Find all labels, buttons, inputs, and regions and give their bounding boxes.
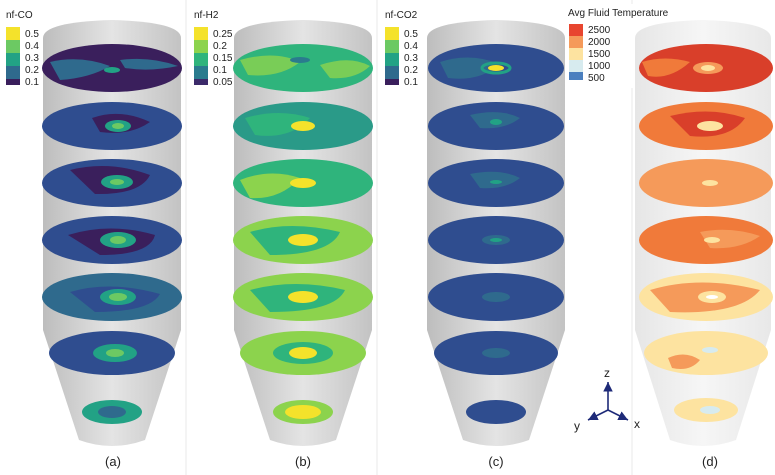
legend-c: nf-CO2 0.5 0.4 0.3 0.2 0.1: [385, 10, 418, 88]
legend-swatch: [6, 27, 20, 40]
legend-a: nf-CO 0.5 0.4 0.3 0.2 0.1: [6, 10, 39, 88]
legend-swatch: [194, 53, 208, 66]
legend-tick: 0.1: [25, 77, 39, 88]
legend-swatch: [194, 79, 208, 85]
legend-tick: 0.1: [404, 77, 418, 88]
legend-swatch: [385, 40, 399, 53]
slices-a: [42, 44, 182, 424]
x-axis-label: x: [634, 417, 640, 431]
legend-tick: 2000: [588, 37, 611, 48]
legend-swatch: [194, 40, 208, 53]
panel-b: nf-H2 0.25 0.2 0.15 0.1 0.05: [194, 10, 373, 469]
legend-tick: 0.4: [25, 41, 39, 52]
legend-title: Avg Fluid Temperature: [568, 8, 669, 19]
legend-swatch: [569, 36, 583, 48]
legend-swatch: [385, 53, 399, 66]
legend-swatch: [6, 66, 20, 79]
legend-title: nf-H2: [194, 10, 219, 21]
legend-title: nf-CO2: [385, 10, 418, 21]
legend-tick: 1000: [588, 61, 611, 72]
legend-tick: 0.5: [25, 29, 39, 40]
legend-swatch: [385, 27, 399, 40]
legend-swatch: [385, 66, 399, 79]
legend-b: nf-H2 0.25 0.2 0.15 0.1 0.05: [194, 10, 233, 88]
z-axis-label: z: [604, 366, 610, 380]
legend-swatch: [194, 66, 208, 79]
legend-tick: 0.2: [213, 41, 227, 52]
legend-swatch: [6, 53, 20, 66]
legend-tick: 0.3: [404, 53, 418, 64]
panel-a: nf-CO 0.5 0.4 0.3 0.2 0.1: [6, 10, 182, 469]
legend-swatch: [194, 27, 208, 40]
axis-triad: z x y: [574, 366, 640, 433]
x-axis-arrow: [607, 409, 629, 421]
legend-swatch: [385, 79, 399, 85]
legend-tick: 0.25: [213, 29, 233, 40]
legend-swatch: [569, 72, 583, 80]
legend-title: nf-CO: [6, 10, 33, 21]
legend-tick: 0.2: [25, 65, 39, 76]
legend-swatch: [569, 48, 583, 60]
legend-swatch: [569, 60, 583, 72]
panel-c: nf-CO2 0.5 0.4 0.3 0.2 0.1: [385, 10, 565, 469]
legend-tick: 0.5: [404, 29, 418, 40]
panel-d: Avg Fluid Temperature 2500 2000 1500 100…: [566, 4, 773, 469]
legend-tick: 2500: [588, 25, 611, 36]
legend-tick: 0.1: [213, 65, 227, 76]
panel-caption: (d): [702, 454, 718, 469]
slices-c: [428, 44, 564, 424]
y-axis-arrow: [587, 409, 609, 421]
panel-caption: (b): [295, 454, 311, 469]
legend-tick: 500: [588, 73, 605, 84]
panel-caption: (a): [105, 454, 121, 469]
legend-tick: 0.4: [404, 41, 418, 52]
slices-d: [639, 44, 773, 422]
legend-swatch: [6, 40, 20, 53]
legend-swatch: [6, 79, 20, 85]
legend-swatch: [569, 24, 583, 36]
legend-tick: 0.05: [213, 77, 233, 88]
legend-tick: 0.15: [213, 53, 233, 64]
legend-tick: 0.3: [25, 53, 39, 64]
legend-tick: 0.2: [404, 65, 418, 76]
panel-caption: (c): [488, 454, 503, 469]
legend-tick: 1500: [588, 49, 611, 60]
slices-b: [233, 44, 373, 424]
y-axis-label: y: [574, 419, 580, 433]
